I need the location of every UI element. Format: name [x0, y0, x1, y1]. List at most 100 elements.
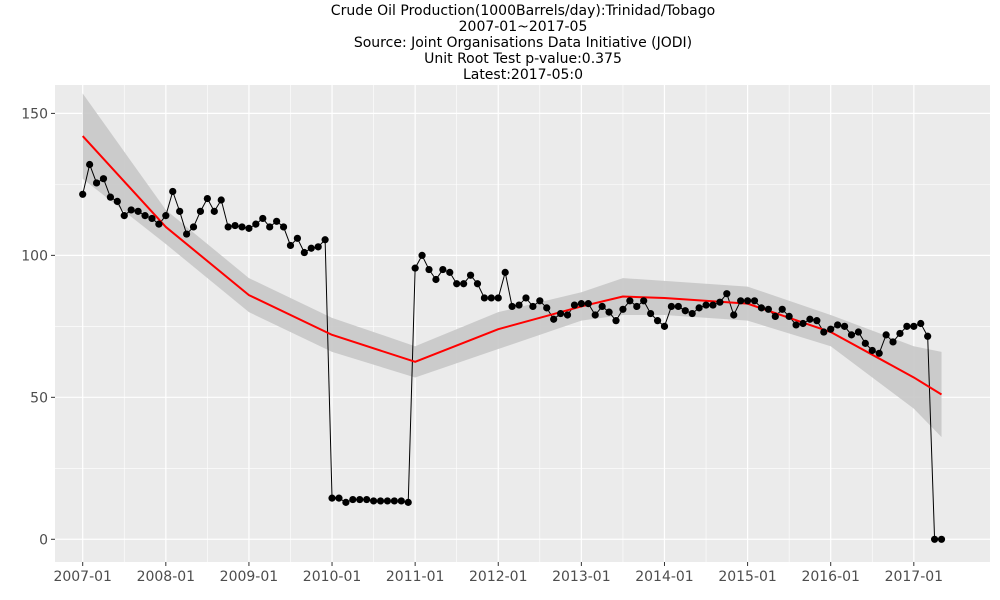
- data-point: [141, 212, 149, 220]
- data-point: [543, 304, 551, 312]
- chart-title-block: Crude Oil Production(1000Barrels/day):Tr…: [0, 3, 1000, 83]
- data-point: [356, 495, 364, 504]
- data-point: [750, 297, 759, 305]
- data-point: [917, 319, 925, 328]
- data-point: [79, 190, 87, 198]
- data-point: [182, 230, 191, 238]
- data-point: [120, 212, 128, 220]
- data-point: [550, 315, 558, 323]
- x-tick-label: 2010-01: [303, 569, 362, 585]
- data-point: [757, 304, 766, 312]
- data-point: [937, 535, 946, 543]
- chart-title: Crude Oil Production(1000Barrels/day):Tr…: [330, 3, 716, 19]
- data-point: [820, 328, 828, 336]
- chart-subtitle-latest: Latest:2017-05:0: [462, 67, 584, 83]
- data-point: [328, 494, 336, 502]
- data-point: [245, 224, 253, 232]
- data-points-layer: [79, 160, 946, 543]
- data-point: [127, 206, 135, 214]
- data-point: [224, 223, 232, 231]
- x-axis: 2007-01 2008-01 2009-01 2010-01 2011-01 2012-…: [53, 562, 943, 585]
- data-point: [210, 207, 218, 215]
- data-point: [321, 236, 329, 244]
- data-point: [349, 495, 357, 504]
- data-point: [702, 301, 710, 309]
- data-point: [861, 339, 869, 347]
- data-point: [688, 309, 696, 318]
- data-point: [376, 497, 385, 505]
- data-point: [667, 302, 676, 311]
- data-point: [113, 197, 121, 206]
- data-point: [259, 214, 267, 223]
- x-tick-label: 2011-01: [386, 569, 445, 585]
- data-point: [480, 294, 489, 302]
- data-point: [189, 223, 198, 231]
- data-point: [903, 322, 911, 330]
- data-point: [460, 280, 468, 288]
- data-point: [536, 297, 544, 305]
- data-point: [799, 319, 807, 328]
- data-point: [432, 275, 440, 284]
- x-tick-label: 2009-01: [220, 569, 279, 585]
- data-point: [439, 265, 447, 274]
- data-point: [716, 298, 724, 306]
- y-tick-label: 0: [39, 532, 48, 548]
- data-point: [806, 315, 814, 323]
- data-point: [626, 297, 634, 305]
- data-point: [640, 297, 648, 305]
- x-tick-label: 2015-01: [718, 569, 777, 585]
- data-point: [792, 321, 800, 329]
- data-point: [730, 311, 738, 319]
- chart-subtitle-source: Source: Joint Organisations Data Initiat…: [353, 35, 693, 51]
- data-point: [868, 346, 876, 355]
- data-point: [633, 302, 641, 311]
- data-point: [515, 301, 523, 309]
- data-point: [854, 328, 863, 336]
- data-point: [584, 300, 592, 308]
- data-point: [266, 223, 274, 231]
- data-point: [889, 338, 897, 346]
- data-point: [286, 241, 295, 250]
- data-point: [875, 349, 883, 357]
- data-point: [840, 322, 849, 330]
- data-point: [279, 223, 288, 231]
- data-point: [231, 221, 239, 230]
- data-point: [418, 251, 426, 259]
- data-point: [882, 331, 890, 339]
- data-point: [106, 193, 115, 201]
- x-tick-label: 2008-01: [137, 569, 196, 585]
- data-point: [411, 264, 419, 272]
- data-point: [86, 160, 94, 169]
- data-point: [813, 317, 821, 325]
- y-axis: 0 50 100 150: [21, 106, 55, 548]
- data-point: [591, 311, 599, 319]
- data-point: [827, 325, 835, 333]
- chart-subtitle-period: 2007-01~2017-05: [458, 19, 588, 35]
- data-point: [847, 331, 856, 339]
- data-point: [522, 294, 530, 302]
- data-point: [203, 194, 211, 203]
- data-point: [176, 207, 184, 215]
- data-point: [238, 223, 246, 231]
- data-point: [660, 322, 669, 330]
- data-point: [425, 265, 433, 274]
- data-point: [446, 268, 454, 276]
- data-point: [778, 305, 786, 313]
- data-point: [169, 187, 177, 196]
- data-point: [556, 309, 565, 318]
- data-point: [466, 271, 475, 279]
- data-point: [674, 302, 682, 311]
- data-point: [577, 300, 585, 308]
- data-point: [681, 307, 689, 315]
- data-point: [397, 497, 405, 505]
- data-point: [273, 217, 281, 225]
- data-point: [300, 248, 308, 257]
- x-tick-label: 2016-01: [801, 569, 860, 585]
- data-point: [529, 302, 537, 311]
- y-tick-label: 100: [21, 248, 48, 264]
- data-point: [383, 497, 392, 505]
- x-tick-label: 2012-01: [469, 569, 528, 585]
- data-point: [363, 495, 371, 504]
- data-point: [473, 280, 482, 288]
